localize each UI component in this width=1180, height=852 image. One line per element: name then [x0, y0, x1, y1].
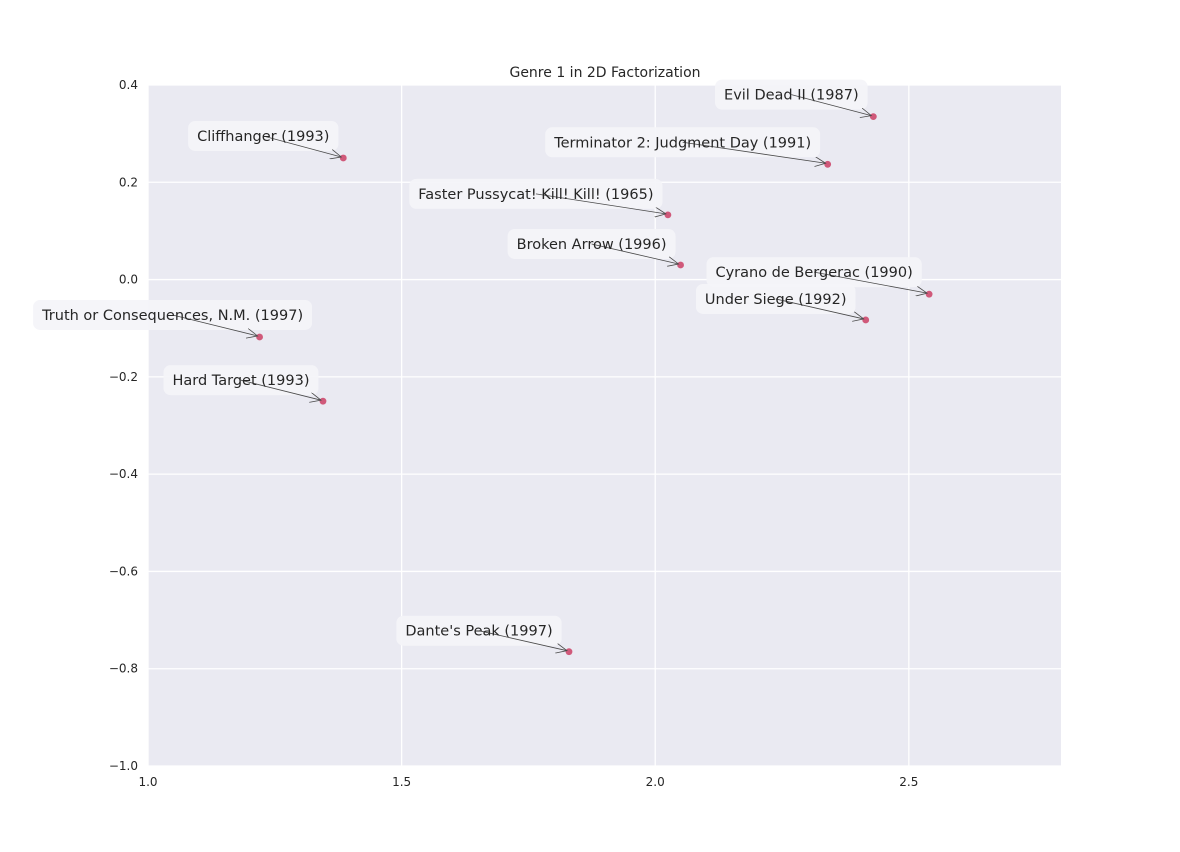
annotation-arrow [240, 379, 321, 400]
annotation: Cyrano de Bergerac (1990) [706, 257, 927, 293]
chart-title: Genre 1 in 2D Factorization [509, 65, 700, 81]
annotation: Evil Dead II (1987) [715, 79, 871, 116]
data-point [869, 113, 877, 121]
annotation: Faster Pussycat! Kill! Kill! (1965) [409, 178, 666, 214]
point-label: Hard Target (1993) [172, 373, 309, 389]
annotation: Under Siege (1992) [695, 283, 864, 319]
y-tick-label: 0.0 [119, 273, 138, 287]
point-label: Under Siege (1992) [705, 292, 847, 308]
y-tick-label: −1.0 [109, 759, 138, 773]
point-label: Faster Pussycat! Kill! Kill! (1965) [418, 187, 653, 203]
point-label: Dante's Peak (1997) [405, 624, 552, 640]
annotation: Dante's Peak (1997) [396, 615, 567, 651]
data-point [319, 397, 327, 405]
annotation: Truth or Consequences, N.M. (1997) [33, 299, 313, 336]
annotation-arrow [791, 94, 871, 116]
annotation: Hard Target (1993) [163, 365, 321, 400]
annotation-arrow [172, 314, 258, 336]
data-point [824, 160, 832, 168]
data-point [256, 333, 263, 341]
data-point [925, 290, 933, 298]
y-tick-label: −0.6 [109, 564, 138, 578]
annotation: Broken Arrow (1996) [507, 228, 679, 264]
x-tick-label: 1.5 [392, 775, 411, 789]
x-tick-label: 2.0 [646, 775, 665, 789]
data-point [339, 154, 347, 162]
y-tick-label: −0.8 [109, 662, 138, 676]
point-label: Cyrano de Bergerac (1990) [715, 265, 912, 281]
annotation-arrow [478, 630, 567, 651]
x-tick-label: 2.5 [899, 775, 918, 789]
x-tick-label: 1.0 [138, 775, 157, 789]
annotations: Evil Dead II (1987) Cliffhanger (1993) Ter… [33, 79, 927, 651]
annotation: Cliffhanger (1993) [188, 120, 341, 157]
annotation-arrow [775, 298, 864, 319]
data-point [565, 648, 573, 656]
point-label: Truth or Consequences, N.M. (1997) [41, 308, 303, 324]
point-label: Evil Dead II (1987) [724, 88, 859, 104]
annotation: Terminator 2: Judgment Day (1991) [545, 127, 825, 163]
tick-labels: 1.0 1.5 2.0 2.5 0.4 0.2 0.0 −0.2 −0.4 −0.6 −0.8 −1.… [109, 78, 919, 789]
annotation-arrow [814, 271, 927, 293]
point-label: Broken Arrow (1996) [517, 237, 667, 253]
y-tick-label: −0.2 [109, 370, 138, 384]
data-point [677, 261, 684, 269]
y-tick-label: −0.4 [109, 467, 138, 481]
point-label: Cliffhanger (1993) [197, 129, 329, 145]
annotation-arrow [535, 193, 666, 214]
y-tick-label: 0.4 [119, 78, 138, 92]
data-point [664, 211, 672, 219]
annotation-arrow [263, 135, 341, 157]
y-tick-label: 0.2 [119, 175, 138, 189]
point-label: Terminator 2: Judgment Day (1991) [553, 135, 811, 151]
data-point [862, 316, 870, 324]
annotation-arrow [591, 243, 679, 264]
annotation-arrow [682, 141, 826, 163]
